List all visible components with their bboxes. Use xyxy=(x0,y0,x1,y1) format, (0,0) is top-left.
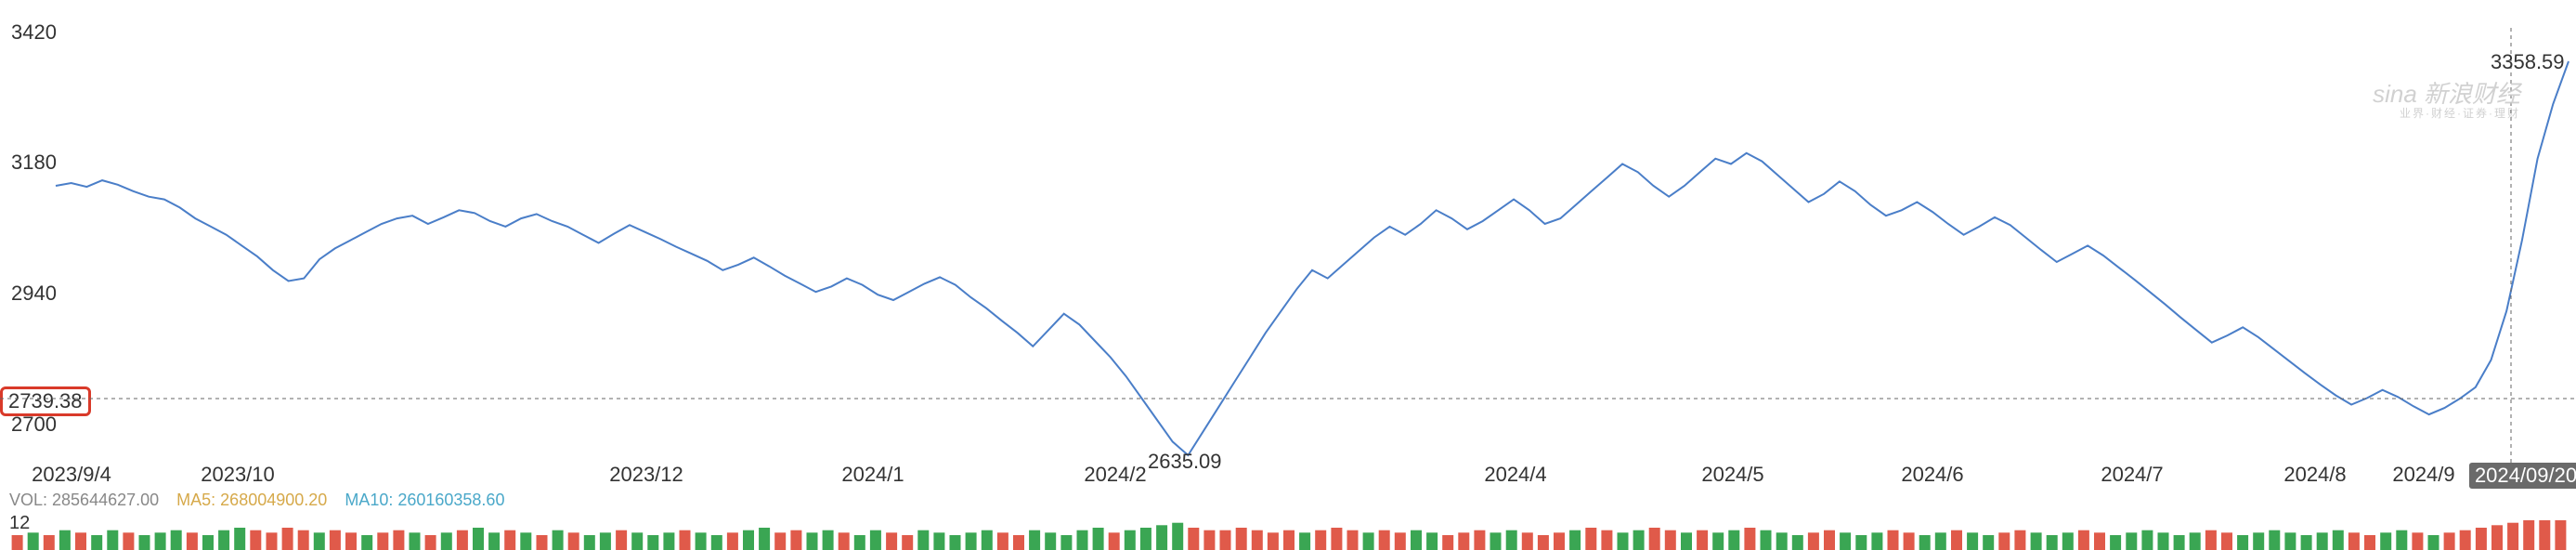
stock-chart-container: 3420 3180 2940 2700 2739.38 2635.09 3358… xyxy=(0,0,2576,550)
volume-bars-svg xyxy=(0,0,2576,550)
